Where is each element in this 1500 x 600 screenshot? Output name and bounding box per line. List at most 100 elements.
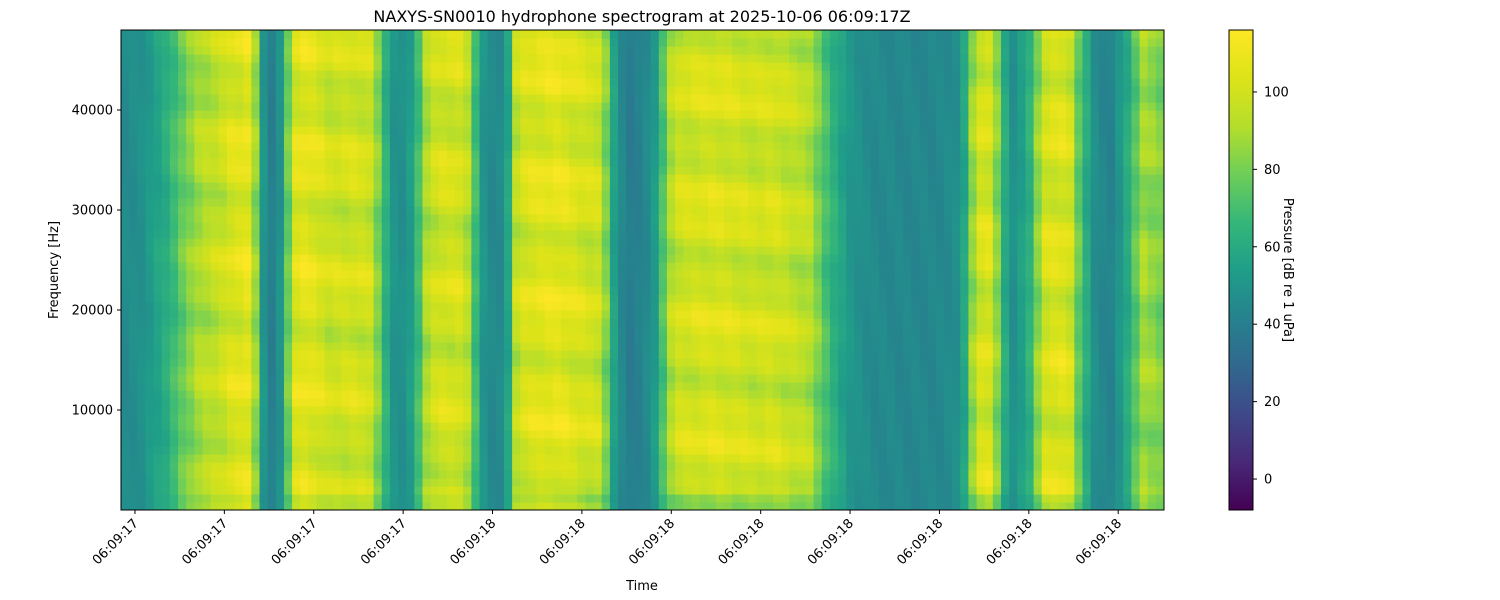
- heatmap-cell: [430, 134, 440, 143]
- heatmap-cell: [789, 414, 798, 423]
- heatmap-cell: [406, 334, 415, 343]
- heatmap-cell: [349, 54, 358, 63]
- heatmap-cell: [463, 318, 472, 327]
- heatmap-cell: [129, 270, 138, 279]
- heatmap-cell: [455, 54, 464, 63]
- heatmap-cell: [683, 382, 692, 391]
- heatmap-cell: [666, 454, 676, 463]
- heatmap-cell: [487, 158, 497, 167]
- heatmap-cell: [332, 78, 342, 87]
- heatmap-cell: [479, 214, 489, 223]
- heatmap-cell: [137, 70, 147, 79]
- heatmap-cell: [577, 438, 587, 447]
- heatmap-cell: [577, 350, 587, 359]
- heatmap-cell: [332, 182, 342, 191]
- heatmap-cell: [561, 278, 570, 287]
- heatmap-cell: [332, 310, 342, 319]
- heatmap-cell: [251, 222, 261, 231]
- heatmap-cell: [797, 398, 807, 407]
- heatmap-cell: [634, 470, 644, 479]
- heatmap-cell: [699, 142, 709, 151]
- heatmap-cell: [365, 110, 375, 119]
- heatmap-cell: [389, 470, 399, 479]
- heatmap-cell: [243, 406, 252, 415]
- heatmap-cell: [691, 350, 701, 359]
- heatmap-cell: [365, 406, 375, 415]
- heatmap-cell: [634, 30, 644, 39]
- heatmap-cell: [650, 446, 660, 455]
- heatmap-cell: [487, 174, 497, 183]
- heatmap-cell: [552, 278, 562, 287]
- heatmap-cell: [683, 102, 692, 111]
- heatmap-cell: [732, 270, 741, 279]
- heatmap-cell: [561, 118, 570, 127]
- heatmap-cell: [194, 78, 204, 87]
- heatmap-cell: [251, 318, 261, 327]
- heatmap-cell: [218, 86, 228, 95]
- heatmap-cell: [389, 342, 399, 351]
- heatmap-cell: [129, 390, 138, 399]
- heatmap-cell: [308, 278, 318, 287]
- heatmap-cell: [153, 478, 163, 487]
- heatmap-cell: [528, 294, 538, 303]
- heatmap-cell: [756, 278, 766, 287]
- heatmap-cell: [194, 502, 204, 510]
- heatmap-cell: [520, 326, 530, 335]
- heatmap-cell: [609, 318, 619, 327]
- heatmap-cell: [243, 470, 252, 479]
- heatmap-cell: [699, 342, 709, 351]
- heatmap-cell: [283, 262, 293, 271]
- heatmap-cell: [634, 110, 644, 119]
- heatmap-cell: [503, 62, 513, 71]
- heatmap-cell: [430, 486, 440, 495]
- heatmap-cell: [381, 446, 391, 455]
- heatmap-cell: [715, 502, 725, 510]
- heatmap-cell: [137, 150, 147, 159]
- heatmap-cell: [593, 302, 603, 311]
- heatmap-cell: [137, 374, 147, 383]
- heatmap-cell: [601, 454, 611, 463]
- heatmap-cell: [683, 398, 692, 407]
- heatmap-cell: [178, 390, 187, 399]
- heatmap-cell: [300, 350, 310, 359]
- heatmap-cell: [292, 342, 301, 351]
- heatmap-cell: [520, 342, 530, 351]
- heatmap-cell: [479, 454, 489, 463]
- heatmap-cell: [569, 486, 578, 495]
- heatmap-cell: [618, 446, 627, 455]
- heatmap-cell: [781, 326, 790, 335]
- heatmap-cell: [218, 406, 228, 415]
- heatmap-cell: [235, 150, 244, 159]
- heatmap-cell: [707, 182, 717, 191]
- heatmap-cell: [634, 262, 644, 271]
- heatmap-cell: [495, 182, 505, 191]
- heatmap-cell: [520, 494, 530, 503]
- heatmap-cell: [593, 70, 603, 79]
- heatmap-cell: [626, 478, 635, 487]
- heatmap-cell: [243, 398, 252, 407]
- heatmap-cell: [789, 38, 798, 47]
- heatmap-cell: [764, 446, 774, 455]
- heatmap-cell: [609, 278, 619, 287]
- heatmap-cell: [618, 422, 627, 431]
- heatmap-cell: [544, 254, 554, 263]
- heatmap-cell: [675, 286, 684, 295]
- heatmap-cell: [121, 46, 130, 55]
- heatmap-cell: [593, 486, 603, 495]
- heatmap-cell: [756, 158, 766, 167]
- heatmap-cell: [398, 158, 407, 167]
- heatmap-cell: [618, 262, 627, 271]
- heatmap-cell: [283, 478, 293, 487]
- heatmap-cell: [650, 478, 660, 487]
- heatmap-cell: [658, 86, 668, 95]
- heatmap-cell: [259, 30, 269, 39]
- heatmap-cell: [422, 166, 432, 175]
- heatmap-cell: [259, 270, 269, 279]
- heatmap-cell: [300, 110, 310, 119]
- heatmap-cell: [292, 166, 301, 175]
- heatmap-cell: [178, 478, 187, 487]
- heatmap-cell: [732, 294, 741, 303]
- heatmap-cell: [389, 502, 399, 510]
- heatmap-cell: [699, 94, 709, 103]
- heatmap-cell: [536, 198, 546, 207]
